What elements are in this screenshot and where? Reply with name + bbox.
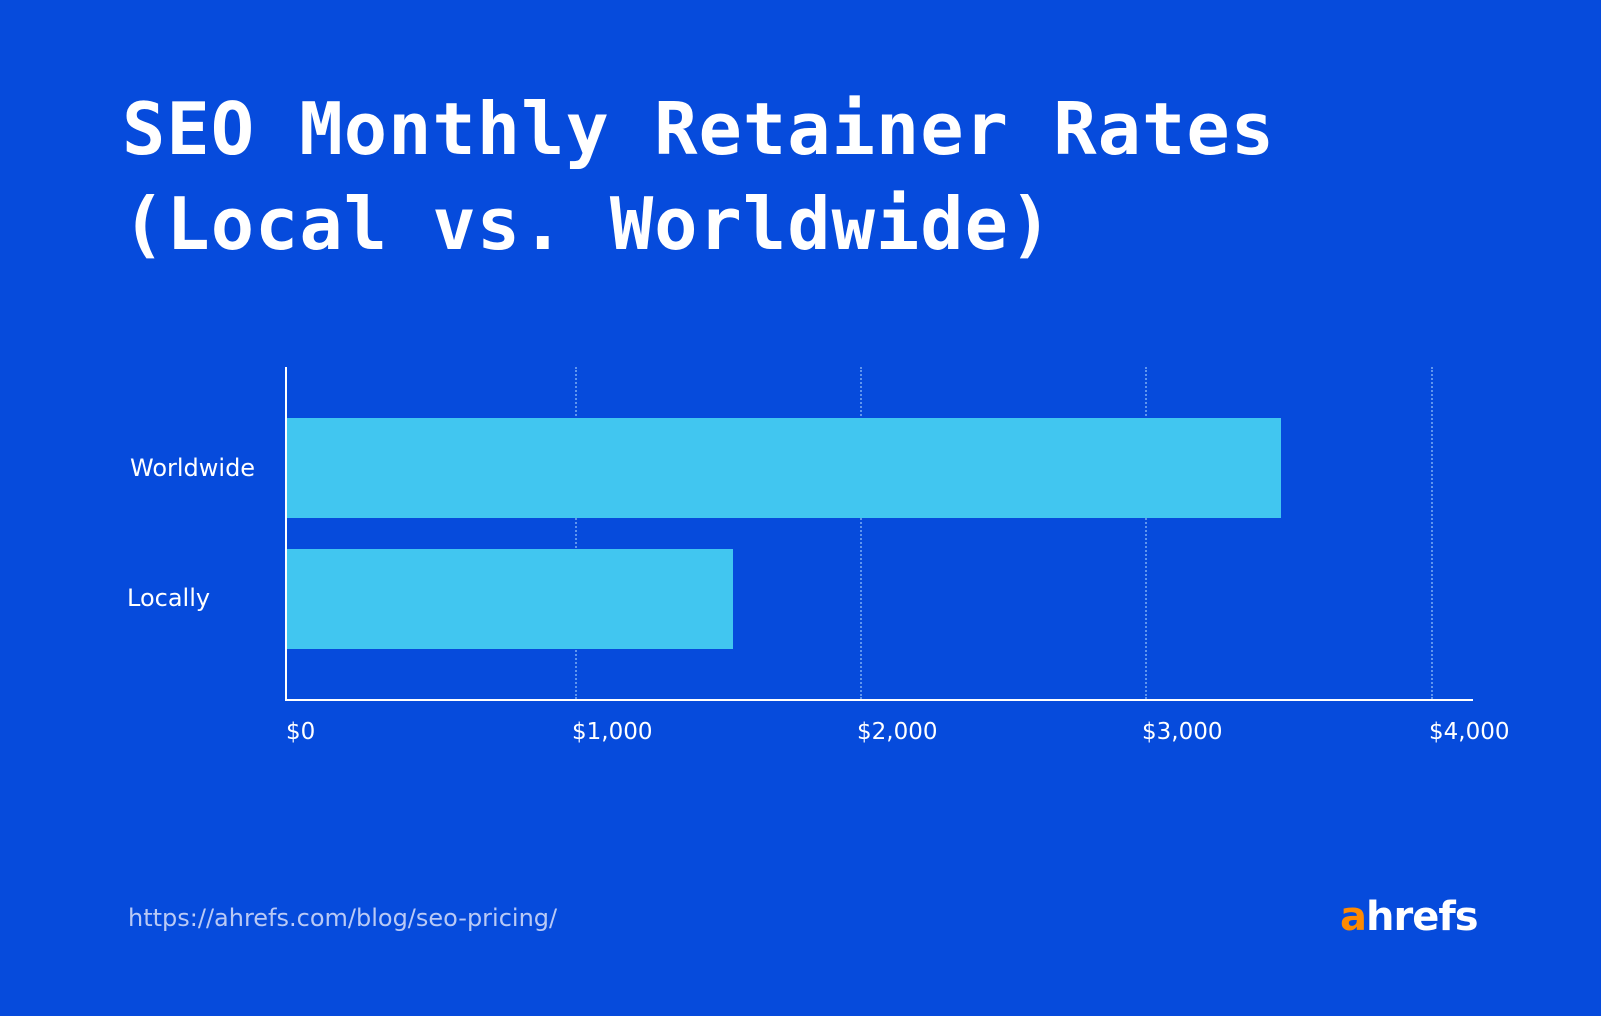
bar-worldwide: [287, 418, 1281, 518]
logo-text: hrefs: [1366, 894, 1479, 940]
gridline-4000: [1431, 367, 1433, 699]
tick-label-2000: $2,000: [857, 719, 938, 745]
y-axis: [285, 367, 287, 701]
logo-accent-letter: a: [1340, 894, 1367, 940]
source-url: https://ahrefs.com/blog/seo-pricing/: [128, 904, 558, 932]
ahrefs-logo: ahrefs: [1340, 894, 1479, 940]
category-label-worldwide: Worldwide: [130, 454, 256, 482]
gridline-2000: [860, 367, 862, 699]
chart-title: SEO Monthly Retainer Rates (Local vs. Wo…: [122, 82, 1275, 272]
gridline-3000: [1145, 367, 1147, 699]
title-line-2: (Local vs. Worldwide): [122, 182, 1054, 266]
tick-label-1000: $1,000: [572, 719, 653, 745]
tick-label-4000: $4,000: [1429, 719, 1510, 745]
category-label-locally: Locally: [127, 584, 211, 612]
x-axis: [285, 699, 1473, 701]
bar-locally: [287, 549, 733, 649]
tick-label-3000: $3,000: [1142, 719, 1223, 745]
title-line-1: SEO Monthly Retainer Rates: [122, 87, 1276, 171]
tick-label-0: $0: [286, 719, 316, 745]
gridline-1000: [575, 367, 577, 699]
